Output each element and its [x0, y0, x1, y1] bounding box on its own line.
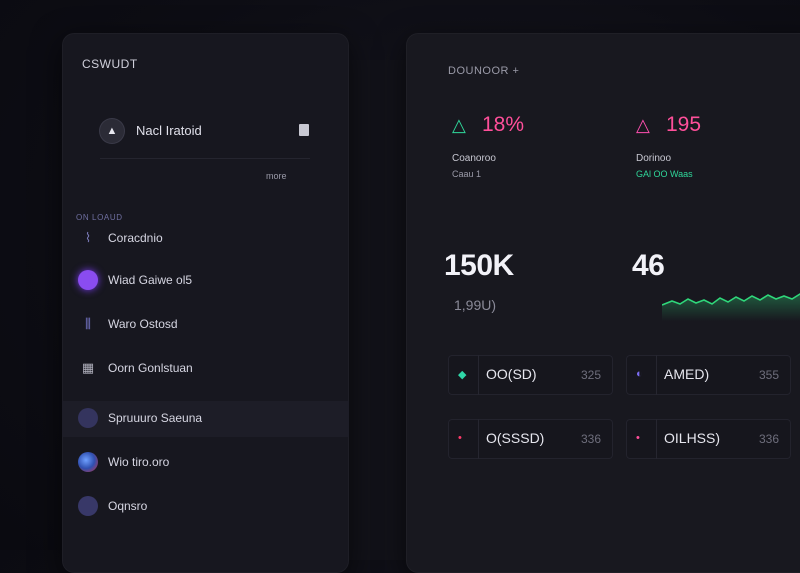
avatar[interactable]: ▲	[100, 119, 124, 143]
sidebar-item-6[interactable]: Wio tiro.oro	[76, 447, 336, 479]
sidebar-item-4[interactable]: ▦ Oorn Gonlstuan	[76, 353, 336, 385]
big-metric: 150K	[444, 249, 514, 282]
stat-label: Dorinoo	[636, 153, 672, 164]
globe-icon	[78, 452, 98, 472]
profile-row[interactable]: ▲ Nacl Iratoid	[100, 117, 320, 147]
metric-pill[interactable]: • O(SSSD) 336	[448, 419, 613, 459]
stat-value: 195	[666, 113, 702, 136]
pill-value: 325	[580, 368, 601, 382]
profile-menu-button[interactable]	[299, 124, 309, 136]
sidebar-item-label: Oorn Gonlstuan	[108, 361, 193, 375]
more-link[interactable]: more	[266, 171, 287, 181]
stat-label: Coanoroo	[452, 153, 496, 164]
divider	[100, 158, 310, 159]
pill-label: OILHSS)	[664, 430, 721, 446]
up-triangle-icon: △	[636, 115, 650, 135]
chart-icon: ⌇	[84, 230, 92, 245]
panel-gap	[349, 60, 406, 560]
dot-icon: •	[636, 432, 640, 444]
pill-value: 336	[758, 432, 779, 446]
grid-icon: ▦	[81, 360, 95, 375]
profile-name: Nacl Iratoid	[136, 123, 202, 138]
sidebar-item-label: Oqnsro	[108, 499, 148, 513]
pill-separator	[656, 355, 657, 395]
big-metric-sub: 1,99U)	[454, 297, 497, 313]
metric-pill[interactable]: ◐ AMED) 355	[626, 355, 791, 395]
circle-icon	[78, 408, 98, 428]
sidebar-item-label: Wio tiro.oro	[108, 455, 170, 469]
stat-sublabel: Caau 1	[452, 169, 482, 179]
diamond-icon: ◆	[458, 369, 467, 381]
pill-separator	[478, 419, 479, 459]
circle-icon	[78, 496, 98, 516]
pill-separator	[478, 355, 479, 395]
orb-icon	[78, 270, 98, 290]
sidebar-item-label: Coracdnio	[108, 231, 163, 245]
bars-icon: ⫼	[85, 316, 91, 331]
pill-label: O(SSSD)	[486, 430, 545, 446]
up-triangle-icon: △	[452, 115, 466, 135]
sidebar-item-7[interactable]: Oqnsro	[76, 491, 336, 523]
sidebar-item-3[interactable]: ⫼ Waro Ostosd	[76, 309, 336, 341]
sidebar-panel: CSWUDT ▲ Nacl Iratoid more ON LOAUD ⌇ Co…	[62, 33, 349, 573]
metric-pill[interactable]: ◆ OO(SD) 325	[448, 355, 613, 395]
section-label: ON LOAUD	[76, 213, 123, 222]
pill-value: 355	[758, 368, 779, 382]
pill-label: OO(SD)	[486, 366, 537, 382]
pill-separator	[656, 419, 657, 459]
sidebar-title: CSWUDT	[82, 57, 138, 71]
sidebar-item-2[interactable]: Wiad Gaiwe ol5	[76, 265, 336, 297]
sidebar-item-1[interactable]: ⌇ Coracdnio	[76, 223, 336, 255]
stat-sublabel: GAl OO Waas	[636, 169, 693, 179]
big-metric: 46	[632, 249, 665, 282]
sparkline	[662, 293, 800, 321]
sidebar-item-label: Waro Ostosd	[108, 317, 178, 331]
dashboard-panel: DOUNOOR + △ 18% Coanoroo Caau 1 △ 195 Do…	[406, 33, 800, 573]
sidebar-item-label: Spruuuro Saeuna	[108, 411, 203, 425]
stat-value: 18%	[482, 113, 525, 136]
pill-label: AMED)	[664, 366, 710, 382]
dot-icon: •	[458, 432, 462, 444]
shield-icon: ◐	[636, 368, 643, 380]
pill-value: 336	[580, 432, 601, 446]
dashboard-title: DOUNOOR +	[448, 65, 520, 77]
metric-pill[interactable]: • OILHSS) 336	[626, 419, 791, 459]
sidebar-item-5[interactable]: Spruuuro Saeuna	[62, 401, 349, 437]
sidebar-item-label: Wiad Gaiwe ol5	[108, 273, 193, 287]
